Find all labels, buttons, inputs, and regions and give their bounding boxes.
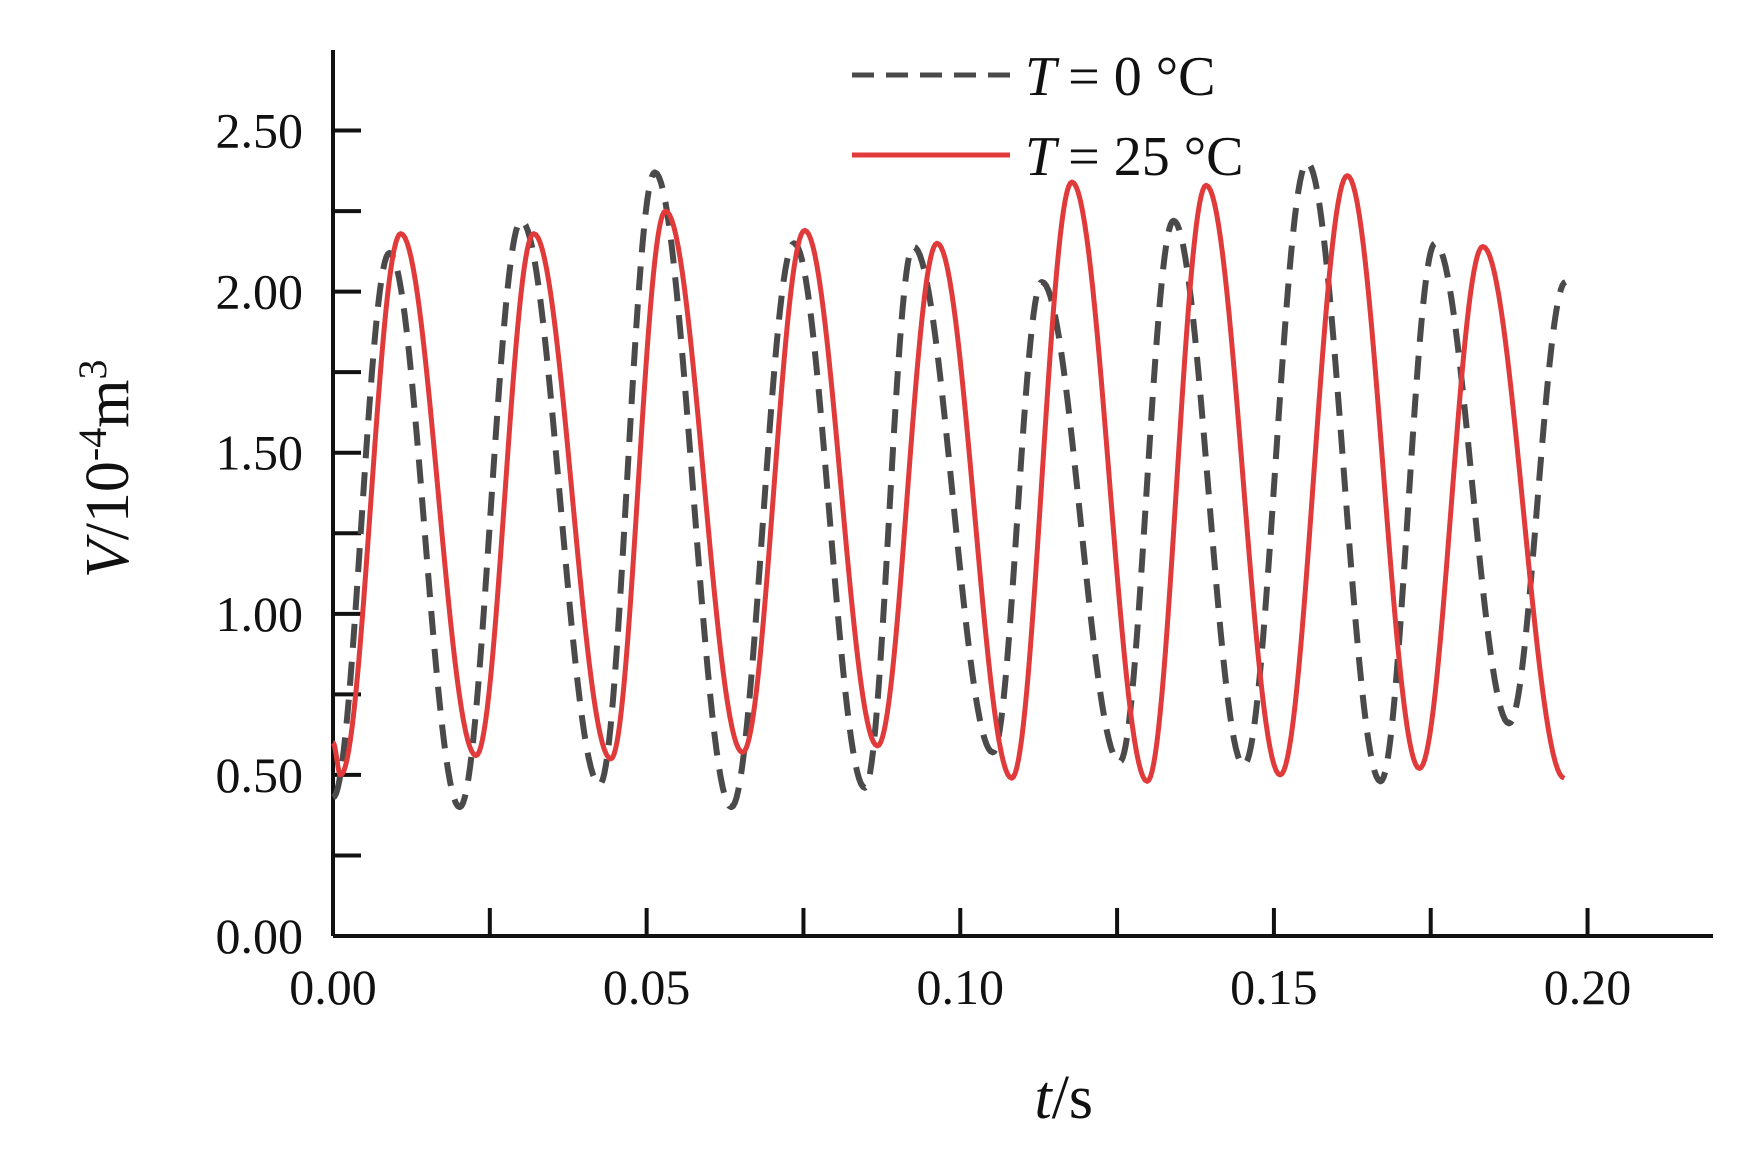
legend-label-t25: T = 25 °C (1025, 126, 1243, 188)
y-tick-label: 2.00 (216, 264, 304, 320)
x-tick-label: 0.05 (603, 959, 691, 1015)
x-axis-var: t (1034, 1064, 1053, 1132)
y-axis-unit-exp: -4 (70, 428, 115, 461)
x-axis-unit: /s (1052, 1064, 1093, 1132)
ticks: 0.00 0.05 0.10 0.15 0.20 0.00 0.50 1.00 1.50 2.00… (216, 103, 1632, 1015)
y-axis-unit-exp2: 3 (70, 360, 115, 380)
legend-var-t25: T (1025, 126, 1060, 188)
y-tick-label: 1.00 (216, 586, 304, 642)
y-tick-label: 0.00 (216, 908, 304, 964)
y-axis-unit-base: /10 (74, 461, 142, 540)
x-tick-label: 0.20 (1544, 959, 1632, 1015)
y-tick-label: 0.50 (216, 747, 304, 803)
y-axis-unit-mid: m (74, 380, 142, 428)
legend-rest-t0: = 0 °C (1068, 46, 1215, 108)
legend-var-t0: T (1025, 46, 1060, 108)
x-tick-label: 0.15 (1230, 959, 1318, 1015)
y-tick-label: 2.50 (216, 103, 304, 159)
series-line-t25 (330, 173, 1566, 784)
y-axis-var: V (74, 534, 142, 578)
x-tick-label: 0.00 (289, 959, 377, 1015)
x-axis-title: t/s (1034, 1064, 1093, 1132)
series-layer (330, 159, 1568, 811)
legend-rest-t25: = 25 °C (1068, 126, 1243, 188)
series-line-t0 (331, 159, 1568, 811)
axes (331, 50, 1713, 938)
y-axis-title: V/10-4m3 (70, 360, 143, 579)
y-tick-label: 1.50 (216, 425, 304, 481)
x-tick-label: 0.10 (917, 959, 1005, 1015)
legend: T = 0 °C T = 25 °C (852, 46, 1243, 188)
legend-label-t0: T = 0 °C (1025, 46, 1215, 108)
